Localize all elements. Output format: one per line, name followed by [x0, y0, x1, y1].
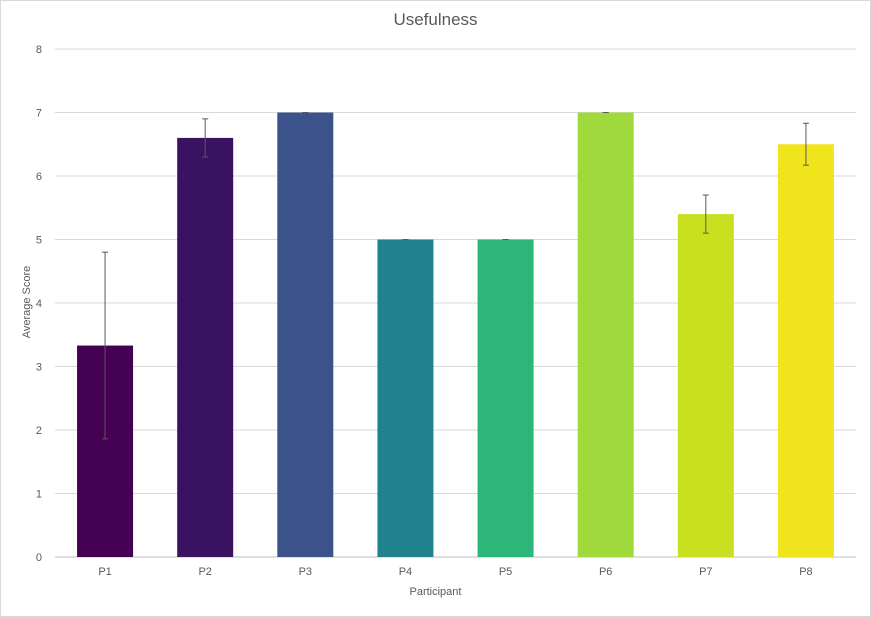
x-tick-label: P2: [198, 566, 211, 578]
bar-p3: [277, 112, 334, 557]
y-tick-label: 0: [36, 552, 42, 564]
x-tick-label: P5: [499, 566, 512, 578]
x-tick-label: P8: [799, 566, 812, 578]
bar-p5: [477, 239, 534, 557]
bar-p4: [377, 239, 434, 557]
bar-p6: [577, 112, 634, 557]
bars: [77, 112, 834, 557]
x-tick-label: P7: [699, 566, 712, 578]
x-tick-label: P3: [299, 566, 312, 578]
x-tick-labels: P1 P2 P3 P4 P5 P6 P7 P8: [98, 566, 812, 578]
error-bar-p1: [102, 251, 109, 440]
x-tick-label: P6: [599, 566, 612, 578]
y-tick-labels: 0 1 2 3 4 5 6 7 8: [36, 44, 42, 564]
y-tick-label: 4: [36, 298, 42, 310]
bar-p2: [177, 137, 234, 557]
gridlines: [55, 48, 856, 558]
y-tick-label: 3: [36, 362, 42, 374]
y-tick-label: 5: [36, 235, 42, 247]
bar-p8: [777, 144, 834, 557]
bar-p7: [677, 214, 734, 557]
x-axis-label: Participant: [409, 586, 462, 598]
error-bar-p2: [202, 118, 209, 158]
y-tick-label: 7: [36, 108, 42, 120]
error-bar-p8: [802, 122, 809, 166]
y-tick-label: 1: [36, 489, 42, 501]
x-tick-label: P1: [98, 566, 111, 578]
chart-title: Usefulness: [393, 10, 478, 29]
y-tick-label: 6: [36, 171, 42, 183]
error-bars: [102, 112, 809, 440]
x-tick-label: P4: [399, 566, 412, 578]
y-tick-label: 2: [36, 425, 42, 437]
y-tick-label: 8: [36, 44, 42, 56]
error-bar-p7: [702, 194, 709, 234]
